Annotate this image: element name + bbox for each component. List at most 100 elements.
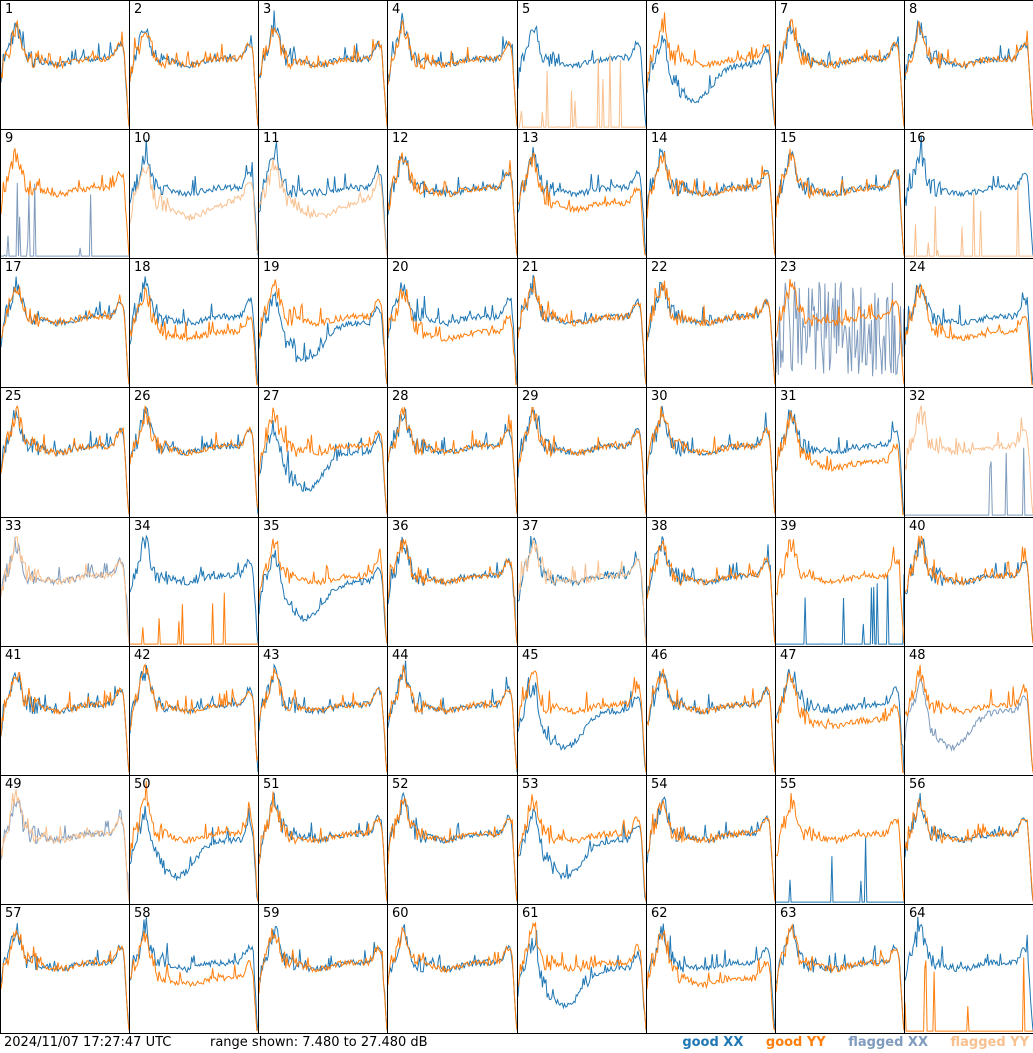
panel-plot bbox=[1, 19, 129, 127]
panel-number: 37 bbox=[522, 519, 539, 534]
series-yy-line bbox=[130, 592, 258, 645]
panel-plot bbox=[776, 18, 904, 127]
series-xx-line bbox=[259, 792, 387, 902]
panel-number: 42 bbox=[134, 648, 151, 663]
series-xx-line bbox=[388, 408, 517, 515]
panel-28: 28 bbox=[387, 387, 518, 518]
panel-5: 5 bbox=[517, 0, 647, 130]
series-xx-line bbox=[518, 930, 646, 1031]
series-yy-line bbox=[130, 663, 258, 762]
panel-number: 46 bbox=[651, 648, 668, 663]
panel-plot bbox=[905, 535, 1033, 644]
series-yy-line bbox=[130, 930, 258, 1031]
panel-25: 25 bbox=[0, 387, 130, 518]
series-xx-line bbox=[776, 574, 904, 645]
panel-plot bbox=[259, 538, 387, 644]
panel-plot bbox=[259, 663, 387, 773]
series-xx-line bbox=[776, 281, 904, 377]
footer: 2024/11/07 17:27:47 UTC range shown: 7.4… bbox=[0, 1033, 1033, 1053]
panel-plot bbox=[905, 792, 1033, 902]
series-yy-line bbox=[388, 664, 517, 771]
series-xx-line bbox=[905, 282, 1033, 385]
series-xx-line bbox=[1, 672, 129, 773]
panel-plot bbox=[776, 409, 904, 515]
panel-44: 44 bbox=[387, 646, 518, 776]
panel-58: 58 bbox=[129, 904, 259, 1034]
panel-plot bbox=[1, 404, 129, 515]
panel-number: 24 bbox=[909, 260, 926, 275]
series-xx-line bbox=[776, 668, 904, 773]
panel-plot bbox=[905, 916, 1033, 1032]
series-xx-line bbox=[776, 837, 904, 903]
panel-plot bbox=[259, 925, 387, 1031]
panel-number: 3 bbox=[263, 2, 272, 17]
series-xx-line bbox=[259, 10, 387, 119]
series-yy-line bbox=[518, 670, 646, 773]
panel-plot bbox=[518, 794, 646, 902]
panel-1: 1 bbox=[0, 0, 130, 130]
panel-number: 29 bbox=[522, 389, 539, 404]
series-xx-line bbox=[1, 537, 129, 644]
panel-number: 15 bbox=[780, 131, 797, 146]
panel-26: 26 bbox=[129, 387, 259, 518]
panel-plot bbox=[388, 406, 517, 515]
panel-number: 14 bbox=[651, 131, 668, 146]
panel-plot bbox=[518, 274, 646, 385]
series-xx-line bbox=[388, 12, 517, 127]
panel-number: 52 bbox=[392, 777, 409, 792]
legend-flagged-xx: flagged XX bbox=[848, 1035, 928, 1050]
series-yy-line bbox=[905, 957, 1033, 1032]
panel-plot bbox=[776, 148, 904, 256]
panel-number: 19 bbox=[263, 260, 280, 275]
series-xx-line bbox=[905, 447, 1033, 516]
series-yy-line bbox=[905, 284, 1033, 385]
panel-number: 31 bbox=[780, 389, 797, 404]
panel-plot bbox=[1, 148, 129, 257]
panel-plot bbox=[905, 282, 1033, 385]
series-xx-line bbox=[130, 276, 258, 385]
series-xx-line bbox=[518, 677, 646, 772]
series-xx-line bbox=[776, 150, 904, 256]
panel-plot bbox=[647, 148, 775, 256]
panel-plot bbox=[1, 536, 129, 644]
panel-14: 14 bbox=[646, 129, 776, 259]
panel-number: 2 bbox=[134, 2, 143, 17]
panel-number: 16 bbox=[909, 131, 926, 146]
panel-29: 29 bbox=[517, 387, 647, 518]
series-yy-line bbox=[647, 929, 775, 1031]
panel-number: 20 bbox=[392, 260, 409, 275]
series-yy-line bbox=[388, 406, 517, 515]
panel-10: 10 bbox=[129, 129, 259, 259]
series-yy-line bbox=[776, 278, 904, 385]
panel-plot bbox=[776, 278, 904, 385]
timestamp: 2024/11/07 17:27:47 UTC bbox=[4, 1035, 172, 1050]
panel-47: 47 bbox=[775, 646, 905, 776]
panel-number: 59 bbox=[263, 906, 280, 921]
series-yy-line bbox=[388, 152, 517, 256]
panel-number: 8 bbox=[909, 2, 918, 17]
panel-18: 18 bbox=[129, 258, 259, 388]
series-yy-line bbox=[905, 798, 1033, 902]
panel-plot bbox=[905, 19, 1033, 127]
panel-60: 60 bbox=[387, 904, 518, 1034]
series-yy-line bbox=[1, 19, 129, 127]
series-yy-line bbox=[905, 185, 1033, 257]
series-xx-line bbox=[518, 146, 646, 256]
legend-flagged-yy: flagged YY bbox=[950, 1035, 1030, 1050]
panel-number: 56 bbox=[909, 777, 926, 792]
series-xx-line bbox=[130, 917, 258, 1031]
panel-plot bbox=[1, 788, 129, 902]
series-yy-line bbox=[518, 406, 646, 515]
panel-number: 35 bbox=[263, 519, 280, 534]
series-xx-line bbox=[388, 660, 517, 773]
panel-number: 41 bbox=[5, 648, 22, 663]
panel-plot bbox=[130, 534, 258, 645]
series-yy-line bbox=[647, 280, 775, 385]
panel-50: 50 bbox=[129, 775, 259, 905]
panel-number: 9 bbox=[5, 131, 14, 146]
series-yy-line bbox=[905, 535, 1033, 644]
series-yy-line bbox=[647, 151, 775, 256]
panel-plot bbox=[388, 791, 517, 902]
panel-number: 30 bbox=[651, 389, 668, 404]
